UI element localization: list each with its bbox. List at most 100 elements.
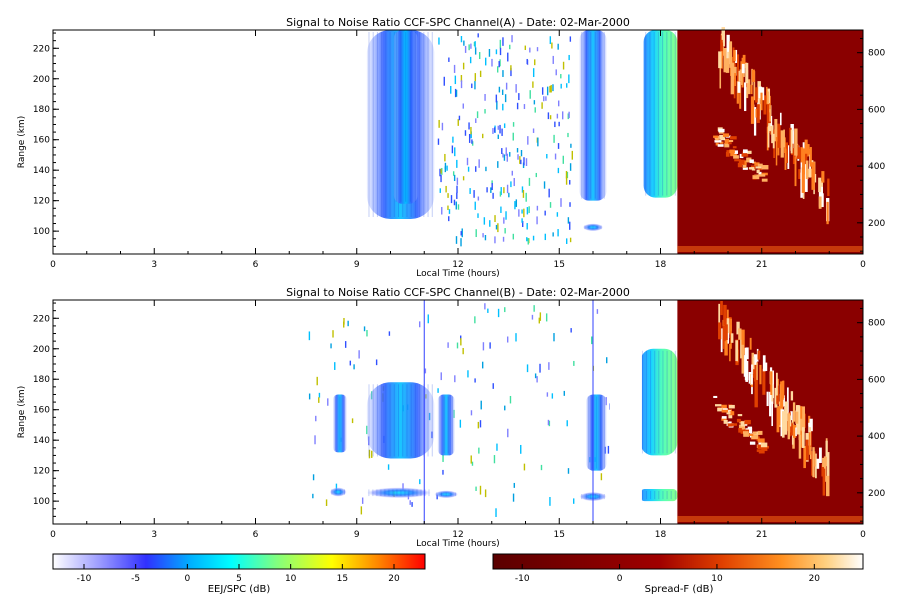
noise-echo-a bbox=[496, 66, 499, 73]
noise-echo-a bbox=[485, 57, 487, 66]
spread-f-echo-a bbox=[741, 63, 745, 74]
spread-f-echo-a bbox=[746, 157, 752, 163]
noise-echo-a bbox=[523, 208, 525, 218]
noise-echo-a bbox=[471, 83, 473, 89]
noise-echo-a bbox=[495, 49, 498, 55]
spread-f-echo-b bbox=[774, 387, 778, 408]
spread-f-echo-a bbox=[742, 165, 747, 169]
spread-f-echo-a bbox=[732, 146, 737, 149]
spread-f-echo-a bbox=[767, 112, 771, 124]
spread-f-echo-a bbox=[757, 163, 763, 167]
noise-echo-b bbox=[312, 474, 315, 481]
spread-f-echo-b bbox=[738, 428, 742, 433]
noise-echo-b bbox=[545, 313, 548, 322]
spread-f-echo-a bbox=[796, 144, 799, 159]
noise-echo-a bbox=[462, 176, 465, 181]
spread-f-echo-b bbox=[721, 409, 729, 413]
spread-f-echo-b bbox=[756, 362, 758, 381]
spread-f-echo-b bbox=[718, 303, 721, 332]
noise-echo-b bbox=[409, 500, 411, 505]
noise-echo-b bbox=[497, 308, 500, 318]
noise-echo-b bbox=[478, 447, 480, 454]
noise-echo-a bbox=[455, 201, 457, 210]
noise-echo-a bbox=[521, 220, 524, 228]
spread-f-echo-b bbox=[809, 446, 812, 460]
noise-echo-a bbox=[473, 190, 475, 198]
noise-echo-a bbox=[474, 47, 477, 55]
noise-echo-b bbox=[442, 469, 444, 475]
noise-echo-a bbox=[457, 204, 460, 210]
spread-f-echo-b bbox=[759, 364, 762, 385]
noise-echo-a bbox=[460, 75, 463, 82]
spread-f-echo-b bbox=[825, 440, 828, 457]
noise-echo-b bbox=[513, 482, 516, 488]
spread-f-echo-a bbox=[733, 155, 739, 159]
noise-echo-a bbox=[448, 57, 450, 62]
noise-echo-a bbox=[468, 122, 470, 130]
x-tick-label-b: 15 bbox=[554, 530, 565, 540]
noise-echo-b bbox=[526, 364, 529, 373]
noise-echo-b bbox=[447, 342, 449, 348]
spread-f-echo-b bbox=[720, 328, 723, 353]
spread-f-echo-a bbox=[742, 151, 747, 156]
noise-echo-a bbox=[512, 122, 515, 127]
spread-f-echo-a bbox=[818, 177, 822, 193]
spread-f-echo-a bbox=[724, 138, 730, 144]
noise-echo-a bbox=[520, 159, 522, 165]
spread-f-echo-b bbox=[740, 421, 746, 427]
spread-f-echo-b bbox=[742, 431, 749, 434]
noise-echo-a bbox=[560, 83, 562, 89]
noise-echo-a bbox=[560, 74, 562, 79]
noise-echo-a bbox=[571, 150, 574, 160]
x-tick-label-a: 18 bbox=[655, 260, 667, 270]
spread-f-echo-b bbox=[741, 329, 745, 355]
right-y-tick-label-a: 200 bbox=[868, 219, 885, 229]
spread-f-echo-b bbox=[729, 343, 731, 362]
spread-f-echo-b bbox=[790, 391, 794, 401]
noise-echo-b bbox=[474, 378, 476, 383]
spread-f-echo-a bbox=[756, 104, 760, 123]
noise-echo-a bbox=[441, 122, 444, 131]
spread-f-echo-b bbox=[743, 355, 747, 377]
noise-echo-a bbox=[456, 177, 459, 185]
noise-echo-a bbox=[519, 156, 521, 164]
x-tick-label-b: 12 bbox=[452, 530, 463, 540]
y-tick-label-b: 200 bbox=[33, 345, 50, 355]
colorbar-spread: -10 0 10 20 Spread-F (dB) bbox=[492, 553, 864, 595]
spread-f-echo-a bbox=[742, 167, 748, 170]
spread-f-echo-b bbox=[754, 431, 760, 435]
noise-echo-a bbox=[494, 127, 496, 133]
spread-f-echo-a bbox=[714, 140, 722, 143]
spread-f-echo-b bbox=[812, 447, 815, 478]
noise-echo-a bbox=[511, 35, 513, 43]
noise-echo-a bbox=[478, 159, 480, 168]
noise-echo-b bbox=[360, 506, 363, 515]
noise-echo-a bbox=[557, 143, 560, 149]
y-tick-label-a: 160 bbox=[33, 136, 50, 146]
noise-echo-a bbox=[440, 168, 442, 174]
spread-f-echo-b bbox=[787, 413, 790, 440]
noise-echo-a bbox=[501, 89, 504, 95]
noise-echo-a bbox=[548, 188, 550, 198]
spread-f-echo-a bbox=[740, 61, 743, 76]
noise-echo-a bbox=[502, 37, 504, 46]
colorbar-tick-label: -10 bbox=[515, 574, 530, 584]
noise-echo-a bbox=[508, 192, 510, 198]
spread-f-echo-b bbox=[809, 418, 813, 432]
right-y-tick-label-b: 400 bbox=[868, 432, 885, 442]
echo-region-a-4 bbox=[582, 223, 604, 232]
noise-echo-a bbox=[489, 220, 491, 227]
noise-echo-a bbox=[474, 201, 476, 210]
right-y-tick-label-b: 600 bbox=[868, 375, 885, 385]
noise-echo-b bbox=[419, 479, 421, 485]
noise-echo-b bbox=[361, 497, 364, 504]
colorbar-tick-label: 0 bbox=[184, 574, 190, 584]
noise-echo-a bbox=[498, 61, 500, 68]
x-tick-label-a: 21 bbox=[756, 260, 767, 270]
noise-echo-a bbox=[460, 238, 462, 247]
spread-f-echo-a bbox=[739, 69, 743, 86]
noise-echo-a bbox=[518, 209, 520, 217]
spread-f-echo-a bbox=[755, 87, 758, 103]
spread-f-echo-a bbox=[794, 156, 797, 187]
spread-f-echo-b bbox=[822, 457, 826, 467]
